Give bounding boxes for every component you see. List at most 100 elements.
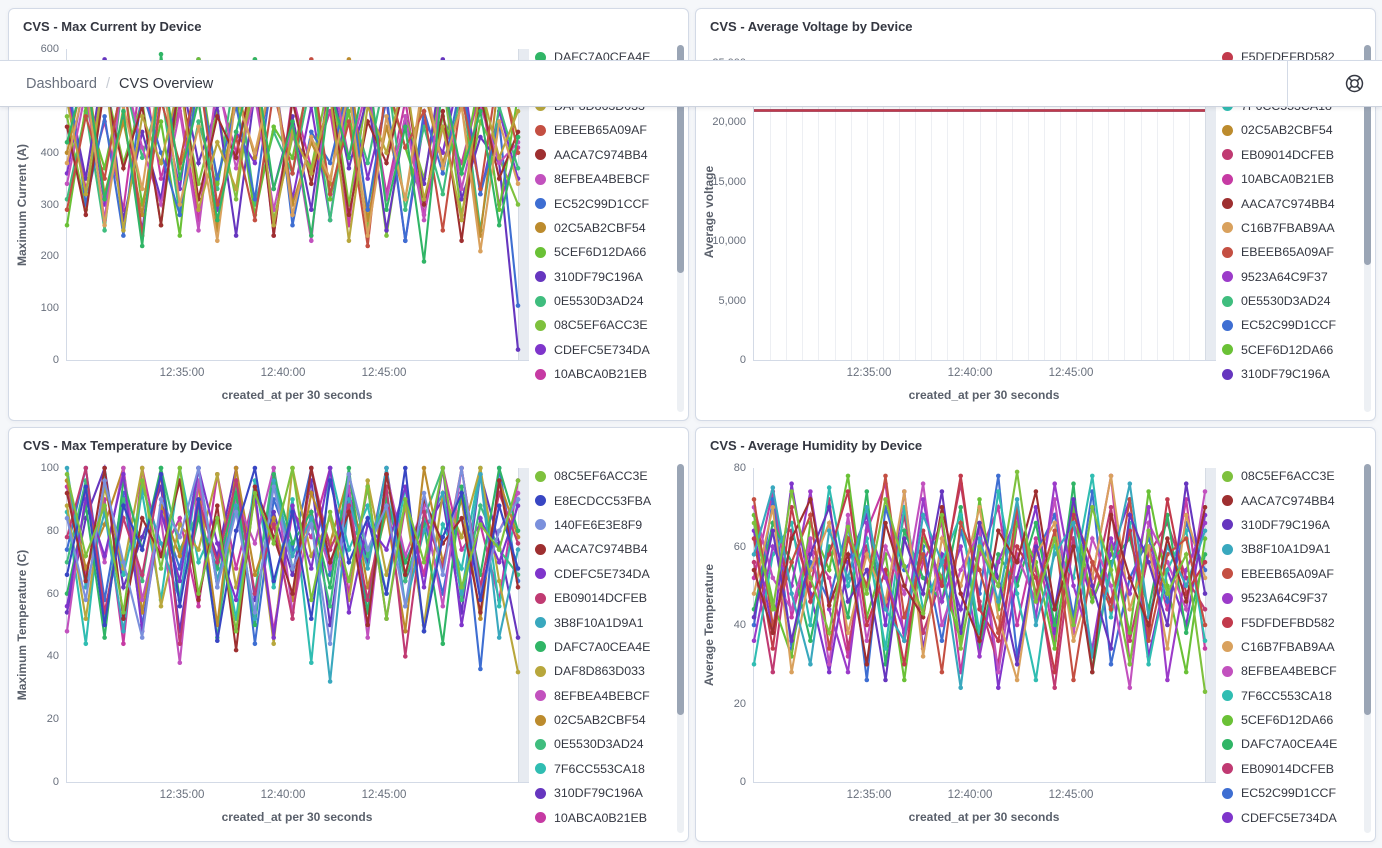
- legend-item[interactable]: 02C5AB2CBF54: [1222, 118, 1366, 142]
- legend-item[interactable]: 310DF79C196A: [535, 265, 679, 289]
- legend-item[interactable]: 7F6CC553CA18: [535, 757, 679, 781]
- legend-item[interactable]: 0E5530D3AD24: [535, 289, 679, 313]
- series-point: [158, 222, 164, 228]
- legend-item[interactable]: 10ABCA0B21EB: [535, 805, 679, 829]
- chart-plot[interactable]: [64, 463, 529, 783]
- legend-item[interactable]: 8EFBEA4BEBCF: [535, 684, 679, 708]
- series-point: [83, 641, 89, 647]
- legend-item[interactable]: EBEEB65A09AF: [1222, 240, 1366, 264]
- legend-item-label: 02C5AB2CBF54: [554, 220, 646, 235]
- series-point: [384, 233, 389, 238]
- legend-item[interactable]: 310DF79C196A: [1222, 362, 1366, 386]
- legend-item[interactable]: 8EFBEA4BEBCF: [1222, 659, 1366, 683]
- legend-item[interactable]: 10ABCA0B21EB: [1222, 167, 1366, 191]
- series-point: [920, 654, 926, 659]
- series-point: [459, 484, 464, 490]
- legend-item[interactable]: EC52C99D1CCF: [535, 191, 679, 215]
- legend-item[interactable]: 3B8F10A1D9A1: [1222, 537, 1366, 561]
- series-point: [121, 228, 126, 233]
- series-point: [902, 528, 907, 534]
- legend-scrollbar[interactable]: [677, 464, 684, 833]
- legend-item[interactable]: EB09014DCFEB: [1222, 143, 1366, 167]
- legend-item[interactable]: CDEFC5E734DA: [1222, 805, 1366, 829]
- legend-item[interactable]: 5CEF6D12DA66: [1222, 338, 1366, 362]
- series-point: [902, 536, 907, 541]
- legend-item[interactable]: 08C5EF6ACC3E: [1222, 464, 1366, 488]
- legend-item[interactable]: AACA7C974BB4: [1222, 191, 1366, 215]
- legend-scrollbar[interactable]: [677, 45, 684, 412]
- series-point: [1165, 622, 1170, 628]
- series-point: [1014, 497, 1020, 502]
- legend-item[interactable]: 10ABCA0B21EB: [1222, 830, 1366, 837]
- series-point: [271, 635, 276, 640]
- legend-item[interactable]: 08C5EF6ACC3E: [535, 464, 679, 488]
- legend-item[interactable]: 310DF79C196A: [1222, 513, 1366, 537]
- series-point: [496, 547, 502, 552]
- chart-plot[interactable]: [751, 468, 1216, 783]
- legend-item-label: AACA7C974BB4: [1241, 196, 1335, 211]
- series-point: [1052, 685, 1057, 691]
- legend-item[interactable]: DAFC7A0CEA4E: [1222, 732, 1366, 756]
- legend-item[interactable]: EC52C99D1CCF: [1222, 313, 1366, 337]
- panel-title[interactable]: CVS - Average Voltage by Device: [710, 19, 913, 34]
- legend-item[interactable]: EBEEB65A09AF: [535, 118, 679, 142]
- legend-item-label: 310DF79C196A: [1241, 367, 1330, 382]
- series-point: [384, 591, 389, 596]
- legend-item[interactable]: 8EFBEA4BEBCF: [535, 167, 679, 191]
- legend-item[interactable]: DAFC7A0CEA4E: [535, 635, 679, 659]
- legend-color-dot: [1222, 495, 1233, 507]
- legend-item[interactable]: 08C5EF6ACC3E: [535, 313, 679, 337]
- series-point: [864, 505, 870, 510]
- legend-item[interactable]: 310DF79C196A: [535, 781, 679, 805]
- legend-item[interactable]: 9523A64C9F37: [1222, 265, 1366, 289]
- series-point: [1052, 552, 1057, 557]
- chart-gridline: [1011, 63, 1013, 360]
- breadcrumb-dashboard-link[interactable]: Dashboard: [26, 75, 97, 92]
- legend-item[interactable]: 140FE6E3E8F9: [535, 513, 679, 537]
- series-point: [1014, 662, 1020, 667]
- legend-color-dot: [1222, 641, 1233, 653]
- series-line: [65, 467, 520, 651]
- series-point: [996, 599, 1001, 604]
- legend-item[interactable]: 02C5AB2CBF54: [535, 216, 679, 240]
- legend-item[interactable]: 5CEF6D12DA66: [535, 240, 679, 264]
- legend-scrollbar[interactable]: [1364, 464, 1371, 833]
- legend-color-dot: [535, 714, 546, 726]
- legend-item[interactable]: AACA7C974BB4: [535, 143, 679, 167]
- legend-item[interactable]: E8ECDCC53FBA: [535, 488, 679, 512]
- legend-item[interactable]: 02C5AB2CBF54: [535, 708, 679, 732]
- legend-item[interactable]: 7F6CC553CA18: [1222, 684, 1366, 708]
- legend-item[interactable]: F5DFDEFBD582: [1222, 610, 1366, 634]
- legend-item[interactable]: EC52C99D1CCF: [1222, 781, 1366, 805]
- legend-item[interactable]: C16B7FBAB9AA: [1222, 216, 1366, 240]
- legend-item[interactable]: CDEFC5E734DA: [535, 562, 679, 586]
- legend-item[interactable]: EC52C99D1CCF: [535, 830, 679, 837]
- legend-scrollbar[interactable]: [1364, 45, 1371, 412]
- legend-item[interactable]: AACA7C974BB4: [1222, 488, 1366, 512]
- chart-plot[interactable]: [753, 63, 1216, 361]
- legend-item[interactable]: 9523A64C9F37: [1222, 586, 1366, 610]
- legend-item[interactable]: EB09014DCFEB: [1222, 757, 1366, 781]
- legend-item[interactable]: CDEFC5E734DA: [535, 338, 679, 362]
- panel-title[interactable]: CVS - Max Temperature by Device: [23, 438, 233, 453]
- legend-item[interactable]: AACA7C974BB4: [535, 537, 679, 561]
- legend-item[interactable]: DAF8D863D033: [535, 659, 679, 683]
- series-point: [233, 186, 239, 192]
- series-point: [327, 547, 333, 552]
- help-icon[interactable]: [1340, 70, 1368, 98]
- legend-item[interactable]: 3B8F10A1D9A1: [535, 610, 679, 634]
- legend-color-dot: [1222, 665, 1233, 677]
- legend-item[interactable]: EBEEB65A09AF: [1222, 562, 1366, 586]
- legend-item[interactable]: 0E5530D3AD24: [1222, 289, 1366, 313]
- legend-item[interactable]: C16B7FBAB9AA: [1222, 635, 1366, 659]
- series-point: [459, 515, 464, 521]
- panel-title[interactable]: CVS - Max Current by Device: [23, 19, 202, 34]
- panel-title[interactable]: CVS - Average Humidity by Device: [710, 438, 923, 453]
- legend-item[interactable]: 10ABCA0B21EB: [535, 362, 679, 386]
- legend-item[interactable]: EB09014DCFEB: [535, 586, 679, 610]
- series-point: [327, 641, 333, 647]
- chart-legend: 08C5EF6ACC3E E8ECDCC53FBA 140FE6E3E8F9 AACA…: [535, 464, 679, 837]
- series-point: [309, 660, 314, 665]
- legend-item[interactable]: 0E5530D3AD24: [535, 732, 679, 756]
- legend-item[interactable]: 5CEF6D12DA66: [1222, 708, 1366, 732]
